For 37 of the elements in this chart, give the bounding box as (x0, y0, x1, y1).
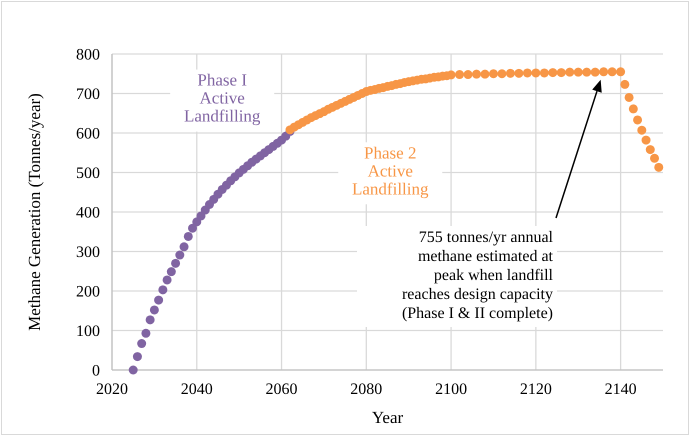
point (154, 296, 164, 305)
y-tick-label: 300 (76, 244, 100, 262)
point (171, 258, 180, 268)
x-tick-label: 2080 (350, 381, 382, 398)
y-tick-label: 700 (76, 86, 100, 104)
y-tick-label: 400 (76, 204, 100, 222)
point (150, 305, 159, 314)
x-tick-label: 2140 (604, 381, 637, 398)
x-tick-label: 2040 (180, 381, 213, 398)
x-tick-label: 2100 (435, 381, 468, 398)
x-tick-label: 2120 (520, 381, 552, 398)
y-tick-label: 800 (76, 46, 100, 64)
annotation: 755 tonnes/yr annual methane estimated at peak when landfill reaches design capacity (Phase I & II complete) (402, 229, 554, 322)
x-axis-title: Year (372, 408, 404, 427)
y-tick-label: 600 (76, 126, 100, 143)
point (128, 366, 138, 374)
point (180, 242, 189, 252)
text: Phase 2 Active Landfilling (352, 143, 429, 198)
y-tick-label: 200 (76, 284, 100, 301)
series-label: Phase I Active Landfilling (184, 70, 261, 126)
point (132, 352, 142, 362)
point (158, 285, 168, 294)
point (196, 211, 206, 220)
y-tick-label: 500 (76, 165, 100, 182)
point (188, 224, 198, 233)
point (162, 275, 172, 284)
y-tick-label: 0 (92, 362, 100, 380)
point (137, 339, 146, 348)
point (184, 232, 193, 241)
x-tick-label: 2020 (96, 381, 128, 398)
y-axis-title: Methane Generation (Tonnes/year) (25, 93, 44, 331)
point (166, 267, 176, 276)
point (175, 250, 184, 260)
point (141, 328, 150, 338)
point (146, 315, 155, 324)
x-tick-label: 2060 (266, 381, 298, 398)
y-tick-label: 100 (76, 323, 100, 340)
